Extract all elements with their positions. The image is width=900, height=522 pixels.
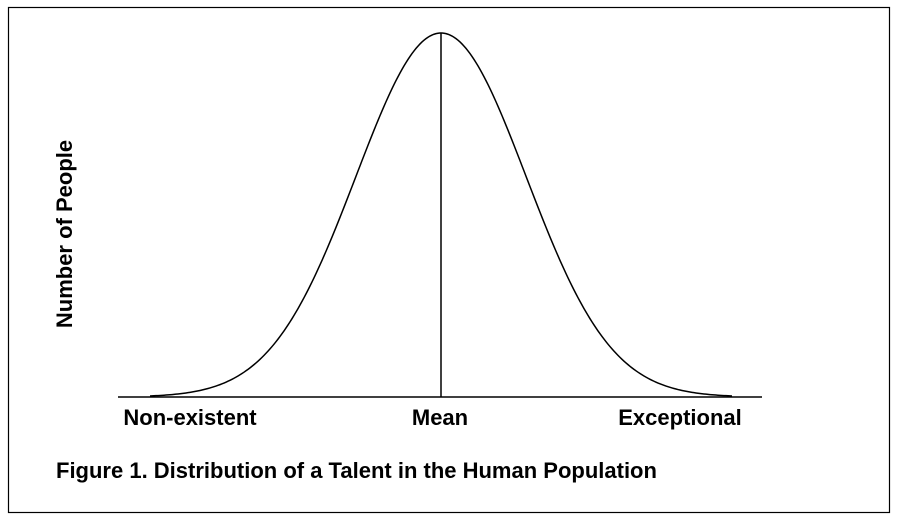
frame <box>7 6 891 514</box>
caption: Figure 1. Distribution of a Talent in th… <box>56 458 657 483</box>
bell-curve <box>149 32 733 397</box>
y-axis-label: Number of People <box>52 140 77 328</box>
x-label: Exceptional <box>618 405 741 430</box>
x-label: Mean <box>412 405 468 430</box>
x-label: Non-existent <box>123 405 257 430</box>
